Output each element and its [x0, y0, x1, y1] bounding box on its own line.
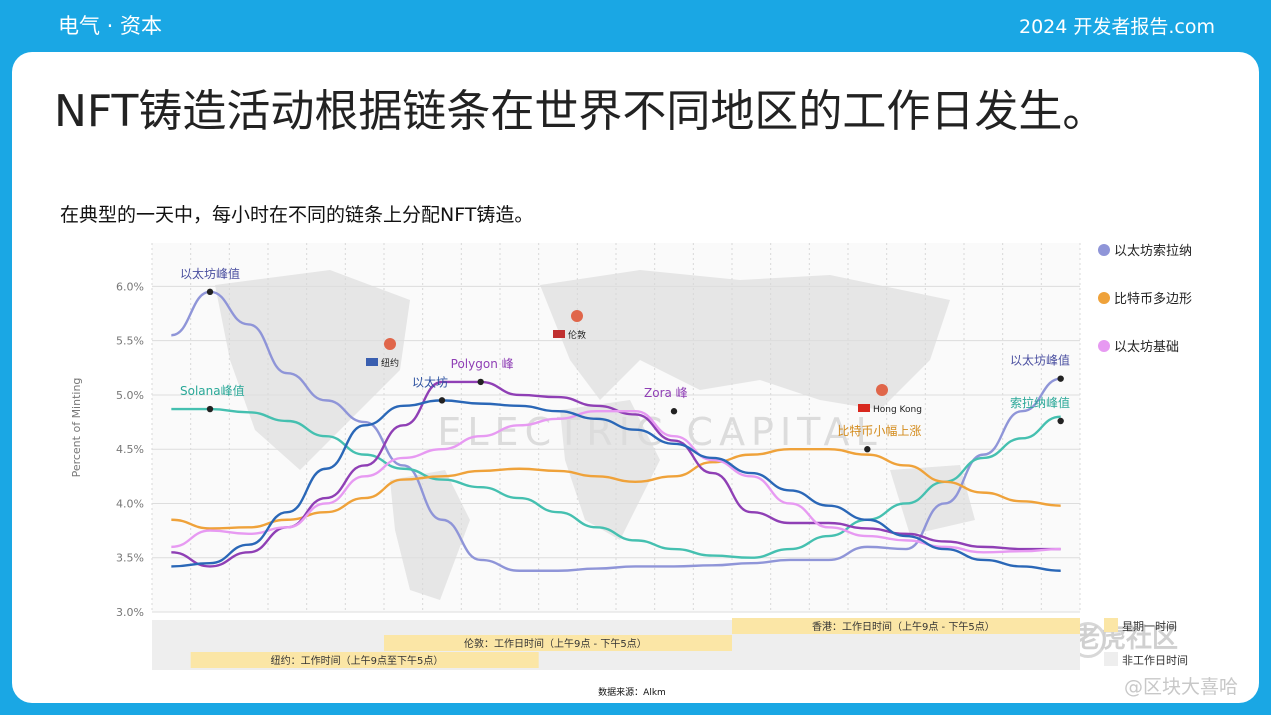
y-axis-label: Percent of Minting [70, 378, 83, 478]
series-line [171, 407, 1061, 559]
working-hours-band [190, 652, 539, 668]
annotation-point [1057, 375, 1064, 382]
report-title: 2024 开发者报告.com [1018, 16, 1215, 38]
world-map-landmass [215, 270, 410, 470]
band-legend-swatch [1104, 652, 1118, 666]
y-tick-label: 4.0% [116, 497, 144, 510]
series-line [171, 290, 1061, 572]
working-hours-band [732, 618, 1080, 634]
annotation-label: Solana峰值 [180, 383, 245, 398]
chart-subtitle: 在典型的一天中，每小时在不同的链条上分配NFT铸造。 [60, 204, 534, 226]
y-tick-label: 6.0% [116, 280, 144, 293]
legend-label: 以太坊基础 [1114, 340, 1179, 355]
annotation-label: 索拉纳峰值 [1010, 395, 1070, 410]
legend-swatch [1098, 340, 1110, 352]
annotation-point [864, 446, 871, 453]
band-legend-label: 非工作日时间 [1122, 654, 1188, 667]
y-tick-label: 3.0% [116, 606, 144, 619]
legend-swatch [1098, 244, 1110, 256]
flag-icon [553, 330, 565, 338]
location-pin-icon [571, 310, 583, 322]
annotation-point [438, 397, 446, 404]
annotation-label: 以太坊峰值 [180, 266, 240, 281]
working-hours-label: 香港：工作日时间（上午9点 - 下午5点） [812, 620, 995, 633]
location-pin-icon [384, 338, 396, 350]
data-source: 数据来源：Alkm [598, 686, 666, 698]
annotation-label: 比特币小幅上涨 [837, 423, 921, 438]
series-line [171, 380, 1061, 568]
page-title: NFT铸造活动根据链条在世界不同地区的工作日发生。 [54, 86, 1107, 137]
annotation-label: 以太坊 [412, 374, 448, 389]
annotation-point [206, 405, 214, 413]
brand-name: 电气 · 资本 [58, 14, 163, 38]
flag-icon [366, 358, 378, 366]
city-label: 纽约 [381, 357, 399, 369]
annotation-label: 以太坊峰值 [1010, 353, 1070, 368]
band-legend-swatch [1104, 618, 1118, 632]
location-pin-icon [876, 384, 888, 396]
working-hours-band [384, 635, 732, 651]
world-map-landmass [560, 400, 660, 540]
annotation-point [670, 408, 678, 415]
y-tick-label: 3.5% [116, 552, 144, 565]
annotation-label: Zora 峰 [644, 386, 688, 400]
y-tick-label: 5.5% [116, 335, 144, 348]
annotation-label: Polygon 峰 [451, 357, 514, 371]
chart-watermark: ELECTRIC CAPITAL [437, 410, 882, 454]
handle-watermark: @区块大喜哈 [1124, 676, 1239, 698]
legend-label: 以太坊索拉纳 [1114, 244, 1192, 259]
working-hours-label: 伦敦：工作日时间（上午9点 - 下午5点） [464, 637, 647, 650]
city-label: 伦敦 [568, 329, 586, 341]
annotation-point [1057, 417, 1064, 425]
series-line [171, 448, 1061, 530]
working-hours-label: 纽约：工作时间（上午9点至下午5点） [271, 654, 444, 667]
legend-swatch [1098, 292, 1110, 304]
legend-label: 比特币多边形 [1114, 291, 1192, 307]
community-watermark: 老虎社区 [1074, 624, 1179, 654]
city-label: Hong Kong [873, 405, 922, 415]
series-line [171, 399, 1061, 572]
series-line [171, 410, 1061, 554]
band-legend-label: 星期一时间 [1122, 620, 1177, 633]
annotation-point [206, 288, 214, 296]
annotation-point [477, 378, 484, 386]
top-bar: 电气 · 资本 2024 开发者报告.com [0, 0, 1271, 50]
y-tick-label: 5.0% [116, 389, 144, 402]
world-map-landmass [390, 470, 470, 600]
flag-icon [858, 404, 870, 412]
y-tick-label: 4.5% [116, 443, 144, 456]
